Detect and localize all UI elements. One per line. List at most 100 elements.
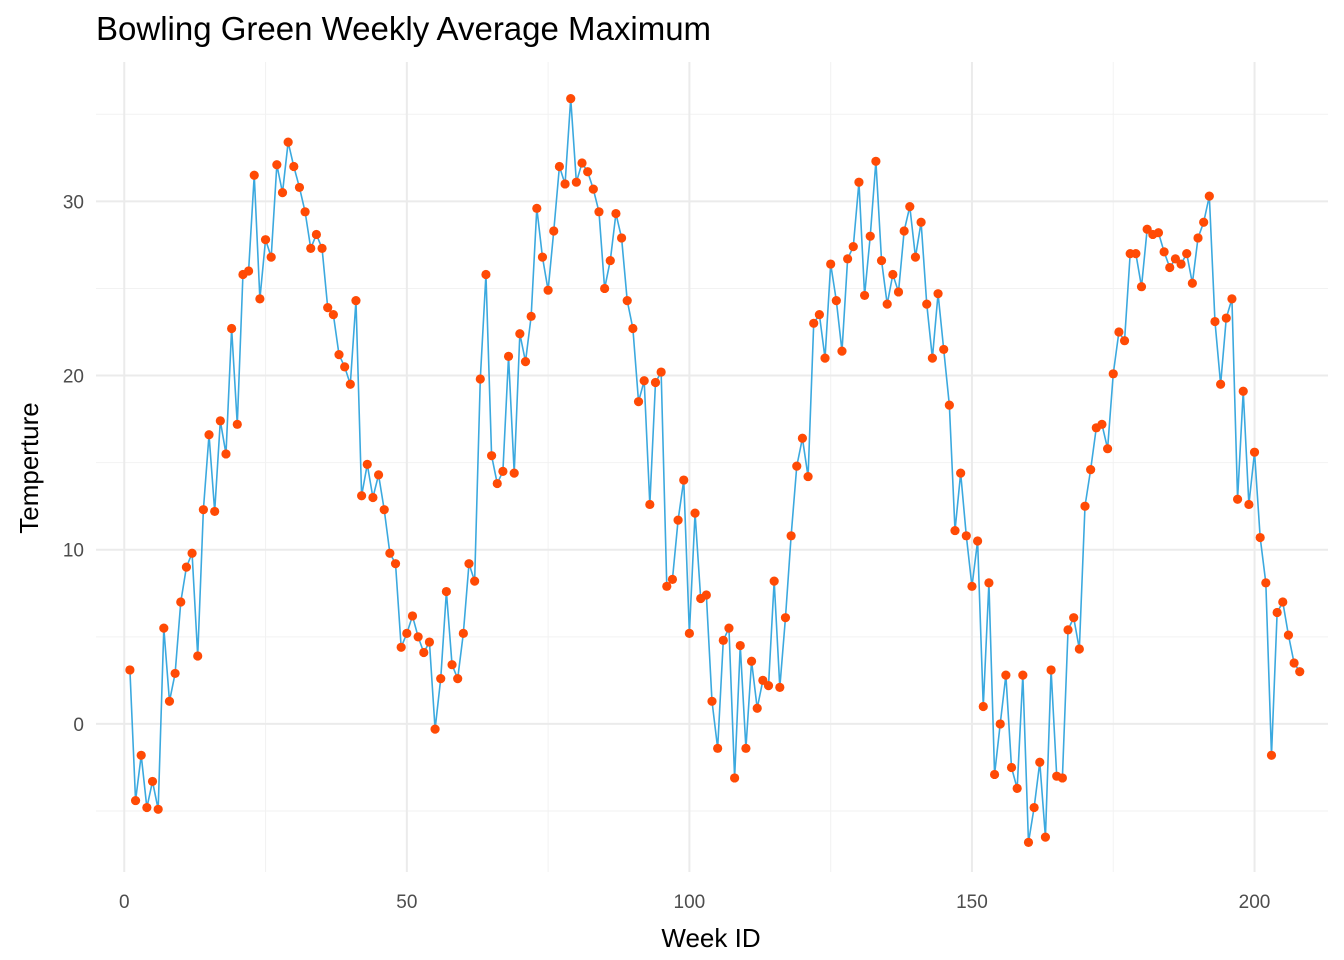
data-point bbox=[956, 468, 966, 478]
data-point bbox=[633, 397, 644, 407]
data-point bbox=[362, 459, 372, 469]
data-point bbox=[447, 660, 457, 670]
data-point bbox=[718, 635, 728, 645]
data-point bbox=[1295, 667, 1305, 677]
data-point bbox=[605, 255, 615, 266]
data-point bbox=[831, 296, 841, 306]
data-point bbox=[876, 255, 887, 266]
x-tick-label: 150 bbox=[956, 892, 988, 913]
data-point bbox=[283, 137, 293, 147]
data-point bbox=[1244, 499, 1254, 510]
data-point bbox=[1204, 191, 1214, 201]
data-point bbox=[1216, 379, 1226, 389]
data-point bbox=[385, 548, 395, 558]
data-point bbox=[600, 283, 610, 294]
data-point bbox=[1035, 757, 1045, 767]
data-point bbox=[1063, 625, 1073, 635]
data-point bbox=[164, 696, 175, 706]
y-tick-label: 30 bbox=[63, 192, 84, 213]
data-point bbox=[334, 350, 344, 360]
data-point bbox=[453, 674, 463, 684]
data-point bbox=[1131, 249, 1141, 259]
data-point bbox=[470, 576, 480, 586]
data-point bbox=[769, 576, 779, 586]
x-axis-title: Week ID bbox=[661, 923, 760, 953]
data-point bbox=[905, 201, 915, 212]
data-point bbox=[1046, 665, 1056, 675]
data-point bbox=[927, 353, 938, 363]
data-point bbox=[520, 357, 531, 367]
data-point bbox=[1153, 228, 1164, 238]
data-point bbox=[424, 637, 435, 647]
data-point bbox=[939, 344, 949, 355]
data-point bbox=[763, 681, 774, 691]
major-gridlines bbox=[96, 62, 1328, 872]
data-point bbox=[1283, 630, 1294, 640]
data-point bbox=[1272, 607, 1282, 618]
data-point bbox=[345, 379, 355, 389]
series-line-group bbox=[129, 97, 1301, 844]
x-axis-tick-labels: 0 50 100 150 200 bbox=[119, 892, 1270, 913]
data-point bbox=[684, 628, 694, 638]
data-point bbox=[475, 374, 485, 384]
data-point bbox=[656, 367, 666, 377]
data-point bbox=[1221, 313, 1231, 323]
data-point bbox=[1114, 327, 1124, 337]
data-point bbox=[198, 505, 208, 515]
data-point bbox=[204, 430, 214, 440]
data-point bbox=[1232, 494, 1243, 504]
data-point bbox=[249, 170, 259, 180]
data-point bbox=[995, 719, 1005, 729]
data-point bbox=[843, 254, 853, 264]
data-point bbox=[368, 492, 378, 503]
data-point bbox=[730, 773, 740, 783]
data-point bbox=[1193, 233, 1203, 243]
data-point bbox=[916, 217, 926, 227]
data-point bbox=[215, 416, 225, 426]
data-point bbox=[667, 574, 678, 584]
data-point bbox=[752, 703, 762, 713]
data-point bbox=[340, 362, 350, 372]
data-point bbox=[577, 158, 587, 168]
data-point bbox=[277, 188, 288, 198]
data-point bbox=[933, 289, 943, 299]
data-point bbox=[492, 478, 502, 489]
data-point bbox=[498, 466, 508, 476]
data-point bbox=[662, 581, 672, 591]
data-point bbox=[373, 470, 384, 480]
x-tick-label: 100 bbox=[674, 892, 706, 913]
series-line bbox=[129, 97, 1301, 844]
data-point bbox=[809, 318, 819, 328]
data-point bbox=[594, 207, 604, 217]
data-point bbox=[944, 400, 954, 410]
data-point bbox=[888, 269, 898, 280]
y-tick-label: 0 bbox=[73, 715, 84, 736]
data-point bbox=[622, 296, 632, 306]
data-point bbox=[1001, 670, 1011, 680]
data-point bbox=[430, 724, 440, 734]
data-point bbox=[255, 294, 265, 304]
data-point bbox=[1074, 644, 1084, 654]
data-point bbox=[1023, 837, 1034, 847]
data-point bbox=[792, 461, 802, 471]
data-point bbox=[910, 252, 921, 262]
data-point bbox=[390, 559, 401, 569]
data-point bbox=[707, 696, 717, 706]
data-point bbox=[950, 525, 960, 536]
data-point bbox=[571, 177, 581, 187]
data-point bbox=[854, 177, 864, 187]
data-point bbox=[159, 623, 169, 633]
data-point bbox=[967, 581, 977, 591]
data-point bbox=[1012, 783, 1022, 793]
data-point bbox=[650, 377, 661, 388]
data-point bbox=[170, 668, 180, 679]
data-point bbox=[227, 323, 237, 334]
data-point bbox=[583, 167, 593, 177]
data-point bbox=[628, 323, 638, 334]
data-point bbox=[1040, 832, 1051, 842]
data-point bbox=[639, 376, 649, 386]
data-point bbox=[515, 329, 525, 339]
data-point bbox=[673, 515, 683, 525]
series-points-group bbox=[125, 93, 1305, 847]
